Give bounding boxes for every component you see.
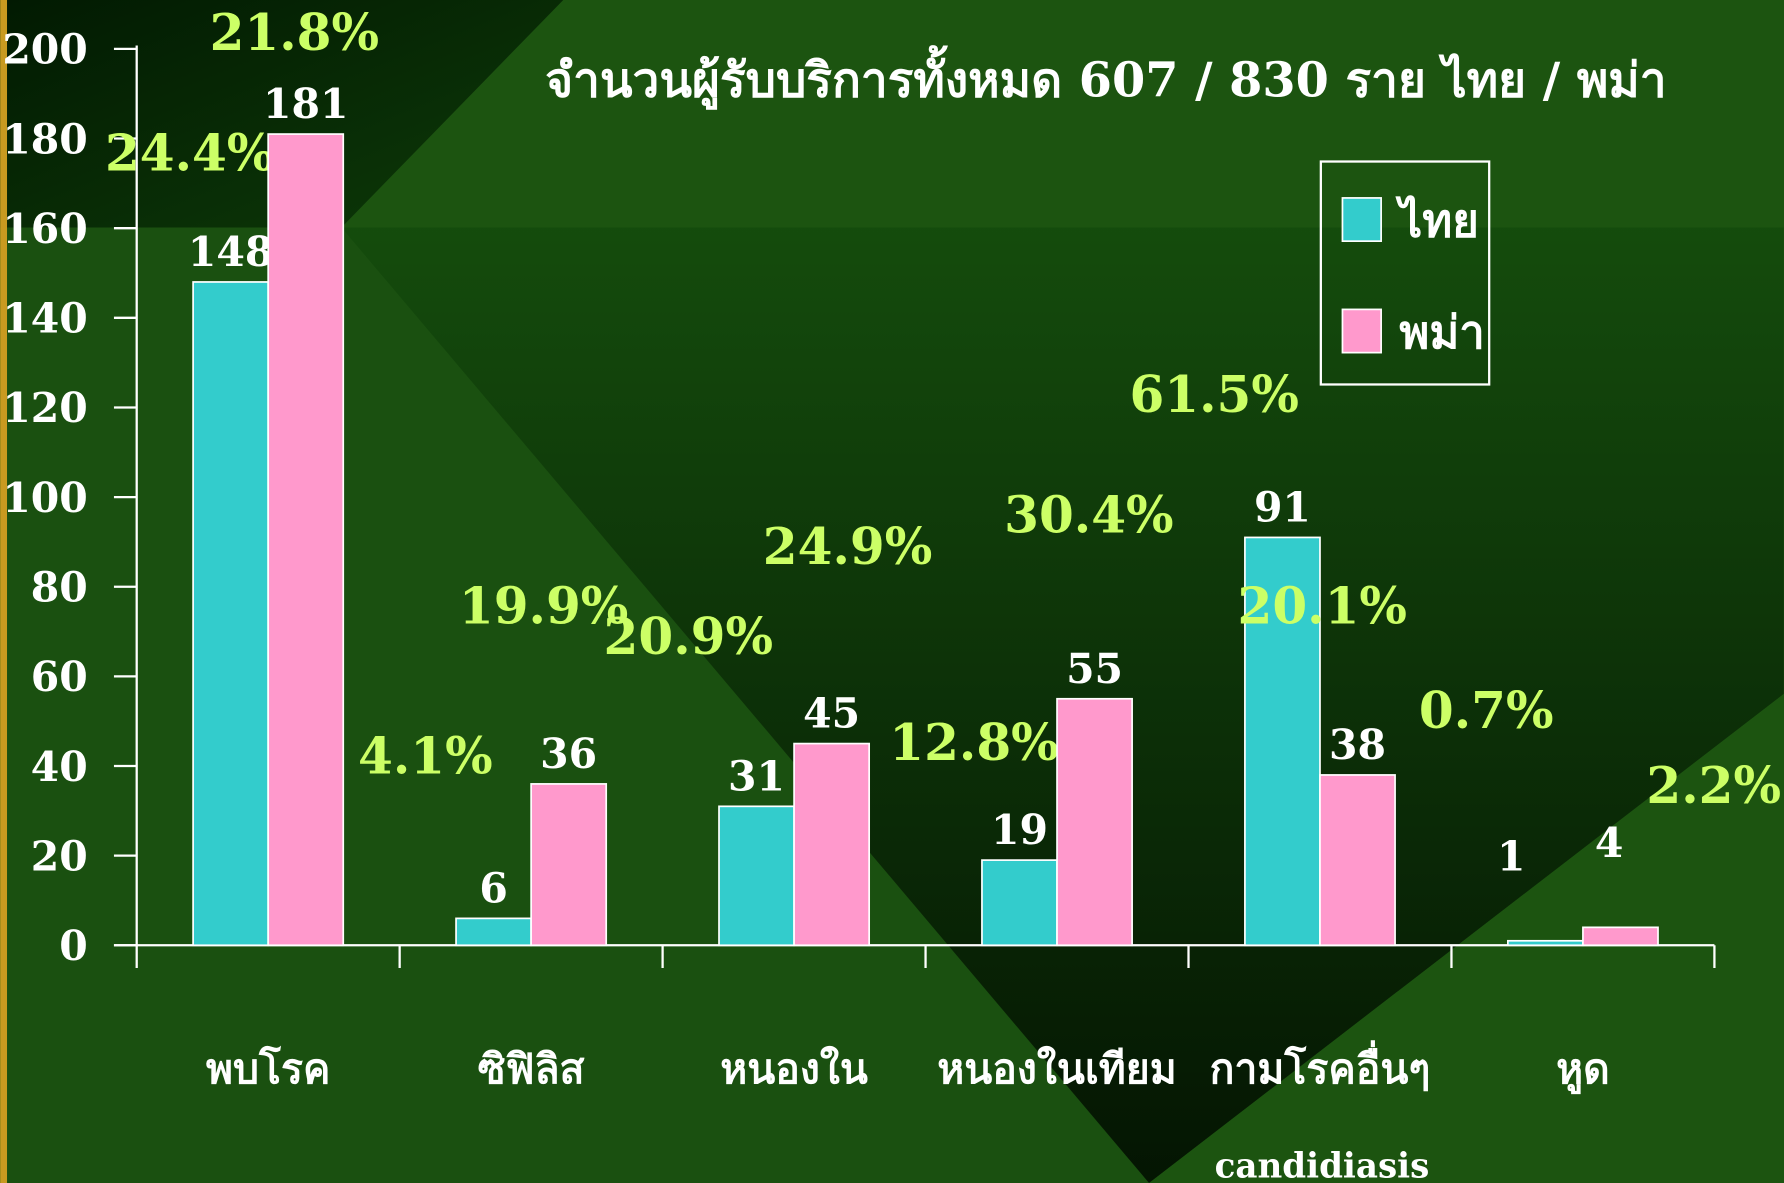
- legend-swatch: [1341, 308, 1382, 354]
- percent-label: 21.8%: [210, 3, 379, 62]
- bar: [530, 783, 608, 947]
- x-tick-label: พบโรค: [206, 1045, 330, 1093]
- y-tick-label: 200: [2, 26, 87, 74]
- chart-title: จำนวนผู้รับบริการทั้งหมด 607 / 830 ราย ไ…: [545, 45, 1667, 111]
- bar: [455, 917, 532, 947]
- value-label: 91: [1254, 483, 1311, 531]
- value-label: 4: [1595, 819, 1623, 867]
- legend-swatch: [1341, 197, 1382, 243]
- percent-label: 20.1%: [1238, 576, 1407, 635]
- bar: [1319, 774, 1396, 947]
- y-tick-label: 120: [2, 384, 87, 432]
- bar: [192, 281, 270, 947]
- y-tick-label: 100: [2, 474, 87, 522]
- bar: [1582, 926, 1659, 947]
- y-tick-label: 40: [31, 743, 88, 791]
- percent-label: 19.9%: [459, 576, 628, 635]
- value-label: 19: [991, 806, 1048, 854]
- x-tick-label: หูด: [1556, 1045, 1610, 1095]
- legend-box: [1319, 160, 1491, 386]
- percent-label: 20.9%: [604, 607, 773, 666]
- x-tick-label: ซิฟิลิส: [478, 1045, 585, 1093]
- y-tick-label: 20: [31, 832, 88, 880]
- percent-label: 2.2%: [1646, 756, 1781, 815]
- percent-label: 24.4%: [105, 124, 274, 183]
- bar: [981, 859, 1058, 947]
- y-tick-label: 160: [2, 205, 87, 253]
- percent-label: 12.8%: [889, 713, 1058, 772]
- value-label: 6: [479, 864, 507, 912]
- percent-label: 30.4%: [1004, 485, 1173, 544]
- annotation: candidiasis: [1215, 1146, 1430, 1183]
- bar: [1056, 697, 1133, 947]
- y-tick-label: 180: [2, 115, 87, 163]
- value-label: 1: [1497, 832, 1525, 880]
- value-label: 45: [803, 690, 860, 738]
- x-tick-label: หนองใน: [720, 1045, 868, 1093]
- y-tick-label: 140: [2, 295, 87, 343]
- value-label: 36: [540, 730, 597, 778]
- value-label: 55: [1066, 645, 1123, 693]
- edge-strip: [0, 0, 8, 1183]
- bar: [267, 133, 345, 947]
- percent-label: 61.5%: [1129, 365, 1298, 424]
- value-label: 38: [1329, 721, 1386, 769]
- bar: [1244, 536, 1321, 947]
- bar: [1507, 939, 1584, 947]
- bar: [718, 805, 795, 947]
- percent-label: 4.1%: [358, 727, 493, 786]
- value-label: 31: [728, 752, 785, 800]
- percent-label: 24.9%: [763, 517, 932, 576]
- x-tick-label: หนองในเทียม: [937, 1045, 1176, 1093]
- value-label: 148: [188, 228, 273, 276]
- legend-label: ไทย: [1395, 194, 1479, 248]
- y-tick-label: 0: [59, 922, 87, 970]
- bar: [793, 742, 871, 947]
- y-tick-label: 60: [31, 653, 88, 701]
- y-tick-label: 80: [31, 564, 88, 612]
- percent-label: 0.7%: [1419, 681, 1554, 740]
- x-tick-label: กามโรคอื่นๆ: [1210, 1040, 1431, 1093]
- background-shape: [0, 0, 564, 228]
- value-label: 181: [263, 80, 348, 128]
- background-shape: [1149, 693, 1784, 1183]
- legend-label: พม่า: [1399, 305, 1485, 359]
